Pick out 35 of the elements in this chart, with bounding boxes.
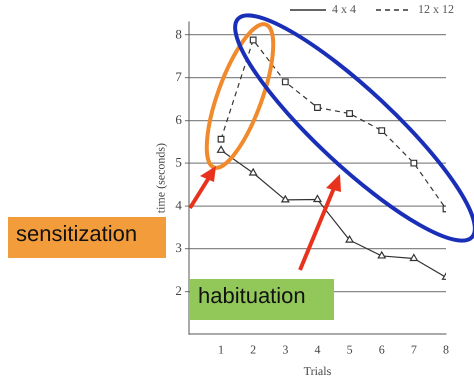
y-tick-label: 6 [175, 112, 182, 127]
point [410, 254, 418, 262]
y-tick-label: 4 [175, 197, 182, 212]
x-tick-label: 1 [218, 342, 224, 357]
legend-label: 12 x 12 [418, 2, 454, 17]
x-tick-label: 8 [443, 342, 449, 357]
legend-label: 4 x 4 [332, 2, 356, 17]
x-tick-label: 3 [282, 342, 288, 357]
x-axis-title: Trials [304, 364, 332, 378]
point [314, 104, 321, 111]
point [249, 168, 258, 176]
point [218, 136, 224, 143]
x-tick-label: 2 [250, 342, 256, 357]
point [410, 160, 418, 167]
x-tick-label: 4 [314, 342, 320, 357]
x-tick-label: 5 [346, 342, 353, 357]
y-axis-title: time (seconds) [153, 142, 168, 214]
point [216, 146, 226, 153]
point [281, 195, 290, 203]
point [378, 127, 386, 134]
y-tick-label: 7 [175, 69, 182, 84]
x-tick-label: 6 [378, 342, 385, 357]
point [378, 251, 386, 259]
point [346, 110, 354, 117]
point [250, 36, 257, 44]
x-tick-label: 7 [410, 342, 417, 357]
text: sensitization [8, 217, 166, 258]
y-tick-label: 2 [175, 282, 182, 298]
y-tick-label: 3 [175, 240, 182, 256]
point [346, 236, 354, 243]
point [282, 78, 289, 86]
y-tick-label: 8 [175, 26, 182, 42]
y-tick-label: 5 [175, 154, 182, 170]
point [313, 194, 322, 202]
annotation: habituation [190, 279, 334, 320]
